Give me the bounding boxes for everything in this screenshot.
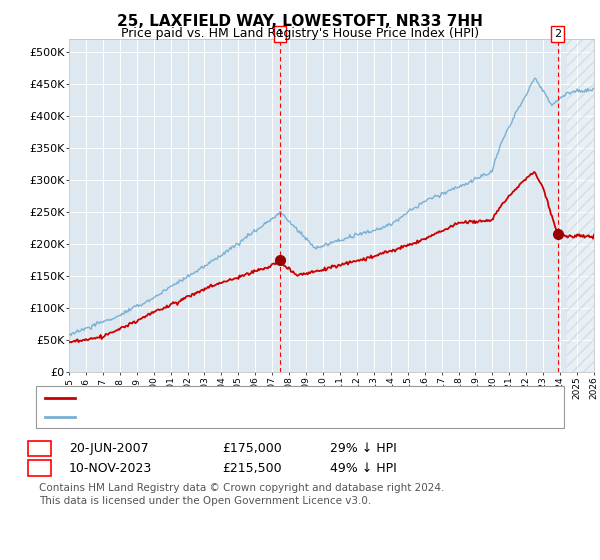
Text: 2: 2: [554, 29, 562, 39]
Text: 25, LAXFIELD WAY, LOWESTOFT, NR33 7HH (detached house): 25, LAXFIELD WAY, LOWESTOFT, NR33 7HH (d…: [81, 391, 443, 405]
Text: 49% ↓ HPI: 49% ↓ HPI: [330, 461, 397, 475]
Text: £215,500: £215,500: [222, 461, 281, 475]
Text: HPI: Average price, detached house, East Suffolk: HPI: Average price, detached house, East…: [81, 410, 369, 423]
Text: 29% ↓ HPI: 29% ↓ HPI: [330, 442, 397, 455]
Text: 1: 1: [35, 442, 43, 455]
Text: 10-NOV-2023: 10-NOV-2023: [69, 461, 152, 475]
Text: 2: 2: [35, 461, 43, 475]
Text: 1: 1: [277, 29, 284, 39]
Text: Price paid vs. HM Land Registry's House Price Index (HPI): Price paid vs. HM Land Registry's House …: [121, 27, 479, 40]
Text: Contains HM Land Registry data © Crown copyright and database right 2024.
This d: Contains HM Land Registry data © Crown c…: [39, 483, 445, 506]
Bar: [567, 39, 600, 372]
Text: 20-JUN-2007: 20-JUN-2007: [69, 442, 149, 455]
Text: 25, LAXFIELD WAY, LOWESTOFT, NR33 7HH: 25, LAXFIELD WAY, LOWESTOFT, NR33 7HH: [117, 14, 483, 29]
Text: £175,000: £175,000: [222, 442, 282, 455]
